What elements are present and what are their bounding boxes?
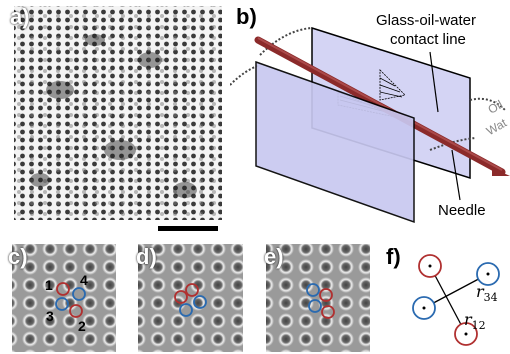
r34-symbol: r <box>476 282 484 301</box>
panel-b: b) Glass-oil-water contact line Needle O… <box>230 0 510 240</box>
contact-line-leader <box>429 51 439 113</box>
particle-label-2: 2 <box>78 318 86 334</box>
particle-label-3: 3 <box>46 308 54 324</box>
r12-line <box>429 265 467 335</box>
front-glass-plate <box>255 60 415 224</box>
r12-label: r12 <box>464 310 486 332</box>
contact-line-top <box>259 27 313 56</box>
needle-label: Needle <box>438 202 486 219</box>
particle-e-red-1 <box>319 288 333 302</box>
r34-label: r34 <box>476 282 498 304</box>
micrograph-d <box>138 244 243 352</box>
r34-line <box>423 273 489 309</box>
r12-subscript: 12 <box>471 319 486 333</box>
particle-e-blue-2 <box>308 299 322 313</box>
needle-leader <box>451 149 461 201</box>
micrograph-c <box>12 244 116 352</box>
panel-f-label: f) <box>386 244 401 269</box>
r34-subscript: 34 <box>483 291 498 305</box>
panel-a-label: a) <box>10 4 30 29</box>
panel-d: d) <box>128 240 253 354</box>
particle-d-blue-1 <box>179 303 193 317</box>
panel-e: e) <box>256 240 381 354</box>
micrograph-a <box>14 6 222 231</box>
particle-label-1: 1 <box>45 277 53 293</box>
contact-line-label-2: contact line <box>390 31 466 48</box>
scale-bar <box>158 226 218 231</box>
panel-b-label: b) <box>236 4 257 29</box>
panel-c-label: c) <box>8 244 28 269</box>
pair-diagram-f <box>412 254 500 346</box>
particle-1 <box>56 282 70 296</box>
contact-line-label-1: Glass-oil-water <box>376 12 477 29</box>
micrograph-e <box>266 244 370 352</box>
particle-d-red-2 <box>185 283 199 297</box>
particle-d-red-1 <box>174 290 188 304</box>
panel-f: f) r34 r12 <box>384 240 510 354</box>
panel-a: a) <box>0 0 230 240</box>
particle-3 <box>55 297 69 311</box>
r12-symbol: r <box>464 310 472 329</box>
particle-e-red-2 <box>321 305 335 319</box>
particle-e-blue-1 <box>306 283 320 297</box>
panel-d-label: d) <box>136 244 157 269</box>
schematic-b <box>230 26 510 224</box>
particle-label-4: 4 <box>80 272 88 288</box>
particle-d-blue-2 <box>193 295 207 309</box>
panel-e-label: e) <box>264 244 284 269</box>
particle-4 <box>72 287 86 301</box>
particle-2 <box>69 304 83 318</box>
panel-c: c) 1 4 3 2 <box>0 240 125 354</box>
